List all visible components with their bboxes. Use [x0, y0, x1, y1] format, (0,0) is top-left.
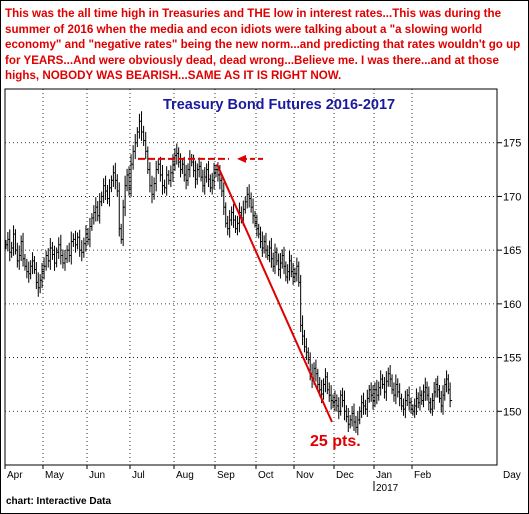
x-tick-label: Jun: [89, 470, 105, 481]
x-year-label: 2017: [376, 483, 399, 492]
chart-title: Treasury Bond Futures 2016-2017: [163, 97, 395, 113]
chart-area: 150 155 160 165 170 175 Apr May Jun Jul Aug Sep Oct N…: [3, 87, 526, 494]
y-tick-label: 150: [503, 406, 521, 418]
decline-label: 25 pts.: [310, 433, 361, 450]
y-tick-label: 160: [503, 299, 521, 311]
y-tick-label: 175: [503, 138, 521, 150]
x-axis-unit: Day: [503, 470, 521, 481]
x-tick-label: Jul: [132, 470, 145, 481]
x-tick-label: Feb: [414, 470, 432, 481]
high-arrow-head: [237, 154, 246, 163]
x-tick-label: Dec: [336, 470, 354, 481]
x-tick-label: Sep: [217, 470, 235, 481]
x-tick-label: Nov: [296, 470, 314, 481]
x-tick-label: Aug: [176, 470, 194, 481]
x-tick-label: Oct: [258, 470, 274, 481]
price-chart: 150 155 160 165 170 175 Apr May Jun Jul Aug Sep Oct N…: [4, 88, 521, 494]
x-tick-label: Jan: [376, 470, 392, 481]
chart-source: chart: Interactive Data: [6, 496, 112, 507]
y-tick-label: 170: [503, 191, 521, 203]
y-tick-label: 165: [503, 245, 521, 257]
y-tick-label: 155: [503, 353, 521, 365]
decline-line: [216, 163, 333, 423]
x-tick-label: Apr: [7, 470, 23, 481]
annotation-note: This was the all time high in Treasuries…: [5, 7, 521, 82]
x-tick-label: May: [45, 470, 64, 481]
plot-border: [4, 88, 498, 466]
